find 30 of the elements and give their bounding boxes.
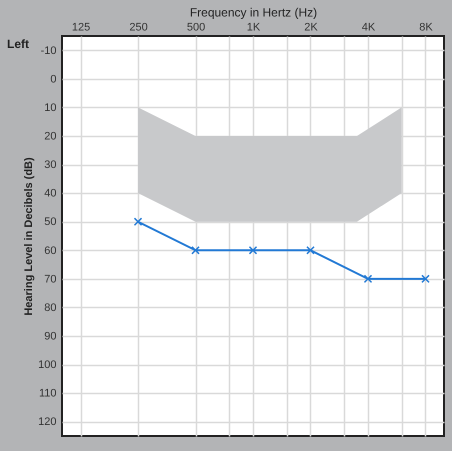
- y-tick-label: 70: [44, 273, 56, 286]
- x-tick-label: 2K: [304, 22, 318, 34]
- y-tick-label: 90: [44, 330, 56, 342]
- y-tick-label: 30: [44, 159, 56, 172]
- y-tick-label: 10: [44, 102, 56, 114]
- y-tick-label: 60: [44, 244, 56, 257]
- point: [421, 274, 430, 284]
- y-tick-label: -10: [40, 44, 56, 57]
- y-tick-label: 40: [44, 188, 56, 200]
- point: [248, 246, 258, 255]
- x-axis-title: Frequency in Hertz (Hz): [190, 6, 318, 20]
- y-tick-label: 120: [38, 416, 56, 428]
- y-tick-label: 20: [44, 130, 56, 142]
- y-axis-title: Hearing Level in Decibels (dB): [23, 157, 36, 316]
- text: Left: [7, 37, 29, 51]
- y-tick-label: 100: [38, 359, 56, 372]
- y-tick-label: 50: [44, 216, 56, 228]
- point: [364, 274, 372, 284]
- y-tick-label: 110: [38, 388, 56, 400]
- x-tick-label: 250: [129, 22, 148, 34]
- point: [191, 246, 200, 255]
- point: [306, 246, 315, 255]
- x-tick-label: 1K: [246, 22, 261, 34]
- point: [134, 217, 142, 226]
- x-tick-label: 125: [72, 22, 90, 34]
- x-tick-label: 8K: [419, 22, 434, 34]
- x-tick-label: 4K: [362, 22, 376, 34]
- x-tick-label: 500: [186, 22, 206, 34]
- y-tick-label: 80: [44, 302, 56, 314]
- y-tick-label: 0: [50, 73, 56, 86]
